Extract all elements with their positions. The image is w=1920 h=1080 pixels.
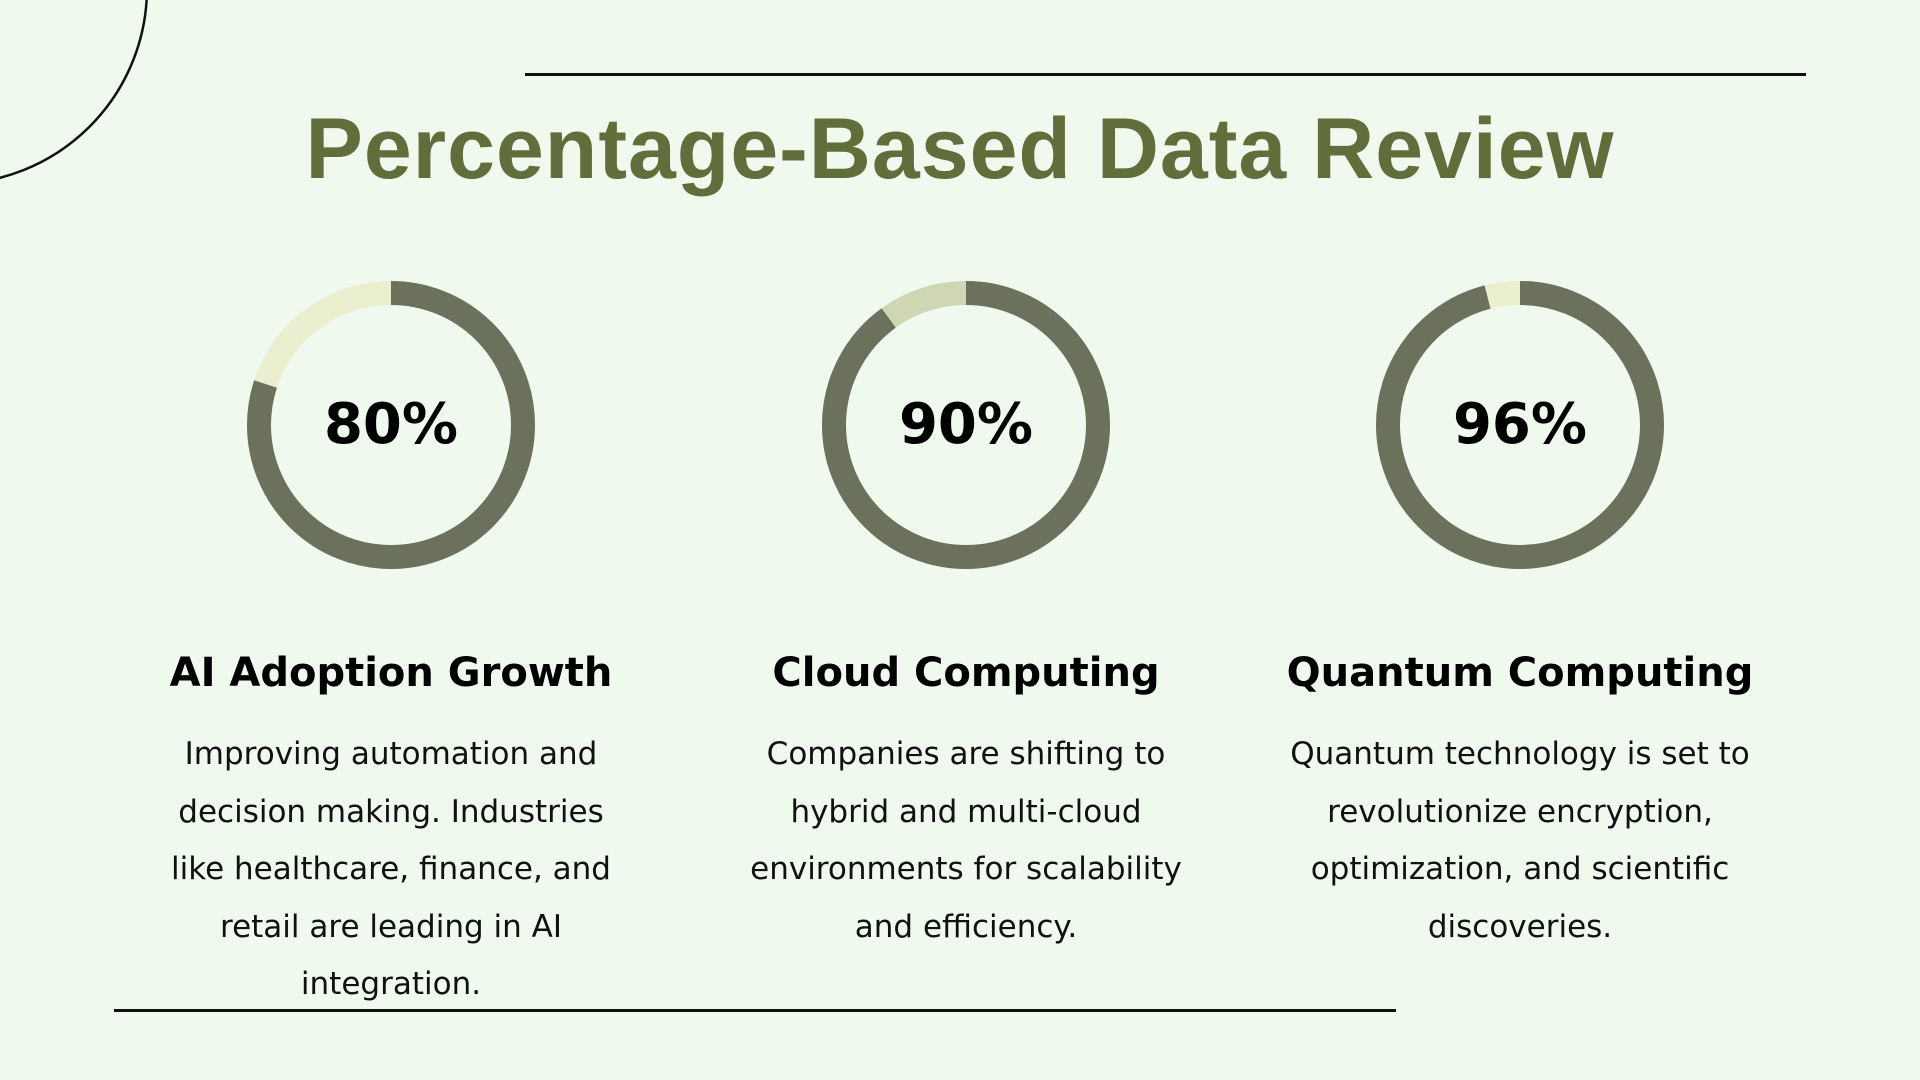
donut-value-arc bbox=[247, 281, 535, 569]
page-title: Percentage-Based Data Review bbox=[305, 101, 1615, 197]
bottom-divider bbox=[114, 1009, 1396, 1012]
metric-card: 96% Quantum Computing Quantum technology… bbox=[1240, 275, 1800, 956]
metric-title: Cloud Computing bbox=[772, 650, 1160, 696]
percent-label: 96% bbox=[1452, 392, 1588, 457]
donut-chart: 80% bbox=[241, 275, 541, 575]
metric-title: Quantum Computing bbox=[1286, 650, 1754, 696]
metric-card: 80% AI Adoption Growth Improving automat… bbox=[111, 275, 671, 1014]
metric-description: Quantum technology is set to revolutioni… bbox=[1290, 736, 1750, 945]
donut-value-arc bbox=[1376, 281, 1664, 569]
donut-value-arc bbox=[822, 281, 1110, 569]
percent-label: 90% bbox=[898, 392, 1034, 457]
top-divider bbox=[525, 73, 1806, 76]
metric-description: Companies are shifting to hybrid and mul… bbox=[750, 736, 1182, 945]
metric-card: 90% Cloud Computing Companies are shifti… bbox=[686, 275, 1246, 956]
percent-label: 80% bbox=[323, 392, 459, 457]
metric-title: AI Adoption Growth bbox=[169, 650, 613, 696]
metric-description: Improving automation and decision making… bbox=[171, 736, 611, 1002]
donut-chart: 96% bbox=[1370, 275, 1670, 575]
donut-chart: 90% bbox=[816, 275, 1116, 575]
